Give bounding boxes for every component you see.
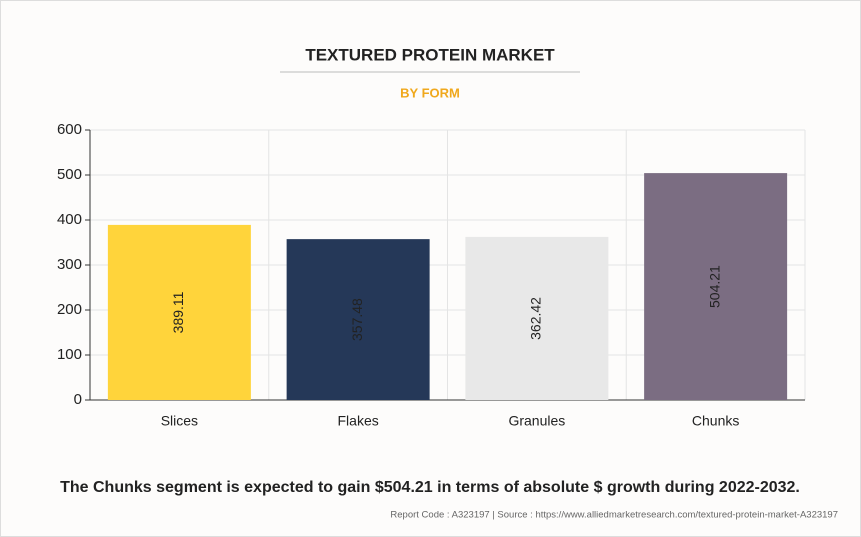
chart-title: TEXTURED PROTEIN MARKET <box>305 45 555 64</box>
data-label: 504.21 <box>706 265 722 308</box>
y-tick-label: 300 <box>57 256 82 273</box>
bar <box>107 224 251 400</box>
y-tick-label: 0 <box>74 391 82 408</box>
footnote: Report Code : A323197 | Source : https:/… <box>390 510 838 521</box>
x-tick-label: Slices <box>161 413 198 429</box>
y-tick-label: 400 <box>57 211 82 228</box>
data-label: 389.11 <box>170 291 186 333</box>
bar <box>286 239 430 400</box>
x-tick-label: Granules <box>508 413 565 429</box>
bar <box>644 173 788 400</box>
chart-subtitle: BY FORM <box>400 85 460 100</box>
y-tick-label: 100 <box>57 346 82 363</box>
x-tick-label: Flakes <box>338 413 379 429</box>
y-tick-label: 200 <box>57 301 82 318</box>
caption: The Chunks segment is expected to gain $… <box>60 479 800 496</box>
y-tick-label: 500 <box>57 166 82 183</box>
bar <box>465 236 609 400</box>
data-label: 357.48 <box>349 298 365 341</box>
y-tick-label: 600 <box>57 121 82 138</box>
data-label: 362.42 <box>528 297 544 340</box>
x-tick-label: Chunks <box>692 413 739 429</box>
